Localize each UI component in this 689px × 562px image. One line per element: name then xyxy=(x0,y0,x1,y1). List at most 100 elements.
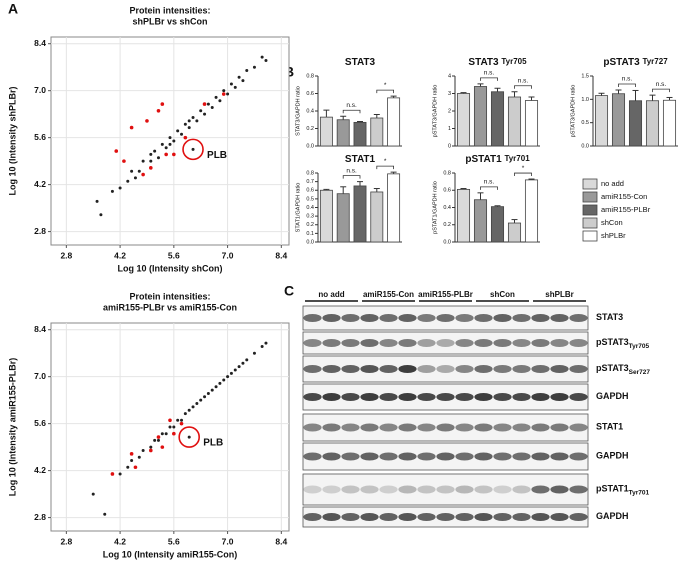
blot-band xyxy=(512,339,531,347)
blot-band xyxy=(379,423,398,432)
point xyxy=(133,465,138,470)
x-tick-label: 7.0 xyxy=(222,536,234,546)
point xyxy=(156,109,161,113)
point xyxy=(233,85,237,89)
blot-label-main: STAT3 xyxy=(596,312,623,322)
annotation-label: PLB xyxy=(207,150,227,161)
point xyxy=(222,378,226,382)
point xyxy=(237,75,241,79)
blot-band xyxy=(569,423,588,432)
y-tick-label: 0.7 xyxy=(306,179,314,185)
y-axis-label: STAT1/GAPDH ratio xyxy=(295,183,301,233)
blot-band xyxy=(303,485,322,494)
point xyxy=(237,365,241,369)
y-tick-label: 5.6 xyxy=(34,132,46,142)
title-suffix: Tyr727 xyxy=(642,57,668,66)
x-tick-label: 8.4 xyxy=(275,536,287,546)
significance-label: * xyxy=(522,165,525,172)
blot-band xyxy=(417,365,436,373)
blot-band xyxy=(550,485,569,494)
blot-band xyxy=(474,485,493,494)
blot-band xyxy=(341,314,360,322)
blot-band xyxy=(569,485,588,494)
bar xyxy=(645,100,660,147)
significance-label: n.s. xyxy=(484,179,495,186)
blot-band xyxy=(455,365,474,373)
blot-band xyxy=(436,393,455,401)
annotation-label: PLB xyxy=(203,438,223,449)
blot-band xyxy=(474,513,493,521)
blot-band xyxy=(493,513,512,521)
x-tick-label: 4.2 xyxy=(114,536,126,546)
point xyxy=(206,391,210,395)
bar xyxy=(507,222,522,243)
point xyxy=(210,105,214,109)
y-tick-label: 8.4 xyxy=(34,38,46,48)
bar xyxy=(336,193,350,243)
blot-band xyxy=(436,365,455,373)
blot-band xyxy=(474,365,493,373)
blot-band xyxy=(569,393,588,401)
point xyxy=(149,445,153,449)
point xyxy=(199,109,203,113)
blot-band xyxy=(341,365,360,373)
y-tick-label: 0.0 xyxy=(581,143,589,149)
bar xyxy=(628,100,643,147)
point xyxy=(202,102,207,106)
point xyxy=(168,425,172,429)
bar xyxy=(611,93,626,147)
y-tick-label: 0.5 xyxy=(306,196,314,202)
blot-group-label: amiR155-PLBr xyxy=(418,290,473,299)
blot-band xyxy=(303,314,322,322)
point xyxy=(156,435,161,439)
point xyxy=(110,472,115,476)
bar xyxy=(490,91,505,147)
point xyxy=(110,189,114,193)
blot-band xyxy=(512,393,531,401)
bar xyxy=(473,86,488,147)
x-tick-label: 2.8 xyxy=(60,250,72,260)
blot-band xyxy=(303,423,322,432)
y-tick-label: 0.0 xyxy=(306,143,314,149)
point xyxy=(199,398,203,402)
bar xyxy=(319,116,333,147)
point xyxy=(153,438,157,442)
point xyxy=(195,119,199,123)
blot-band xyxy=(303,452,322,461)
blot-band xyxy=(417,393,436,401)
point xyxy=(172,431,176,436)
legend-label: shPLBr xyxy=(601,231,626,240)
y-axis-label: Log 10 (Intensity amiR155-PLBr) xyxy=(7,358,17,497)
legend-label: shCon xyxy=(601,218,623,227)
point xyxy=(99,213,103,217)
y-tick-label: 7.0 xyxy=(34,85,46,95)
blot-band xyxy=(360,513,379,521)
point xyxy=(141,172,145,177)
point xyxy=(191,147,195,151)
point xyxy=(133,176,137,180)
point xyxy=(149,166,153,170)
blot-band xyxy=(398,513,417,521)
y-tick-label: 0.0 xyxy=(306,239,314,245)
significance-bracket xyxy=(480,186,498,190)
x-tick-label: 5.6 xyxy=(168,250,180,260)
y-tick-label: 0.4 xyxy=(306,108,314,114)
bar xyxy=(524,100,539,147)
y-tick-label: 8.4 xyxy=(34,324,46,334)
point xyxy=(149,152,153,156)
blot-label: pSTAT3Tyr705 xyxy=(596,337,650,349)
bar xyxy=(353,121,367,147)
blot-band xyxy=(360,393,379,401)
point xyxy=(141,159,145,163)
blot-band xyxy=(379,339,398,347)
point xyxy=(145,119,149,123)
blot-label: GAPDH xyxy=(596,451,629,461)
point xyxy=(130,459,134,463)
blot-band xyxy=(531,513,550,521)
significance-label: n.s. xyxy=(518,77,529,84)
bar xyxy=(370,117,384,147)
blot-band xyxy=(512,513,531,521)
point xyxy=(168,142,172,146)
blot-band xyxy=(398,393,417,401)
blot-band xyxy=(360,423,379,432)
